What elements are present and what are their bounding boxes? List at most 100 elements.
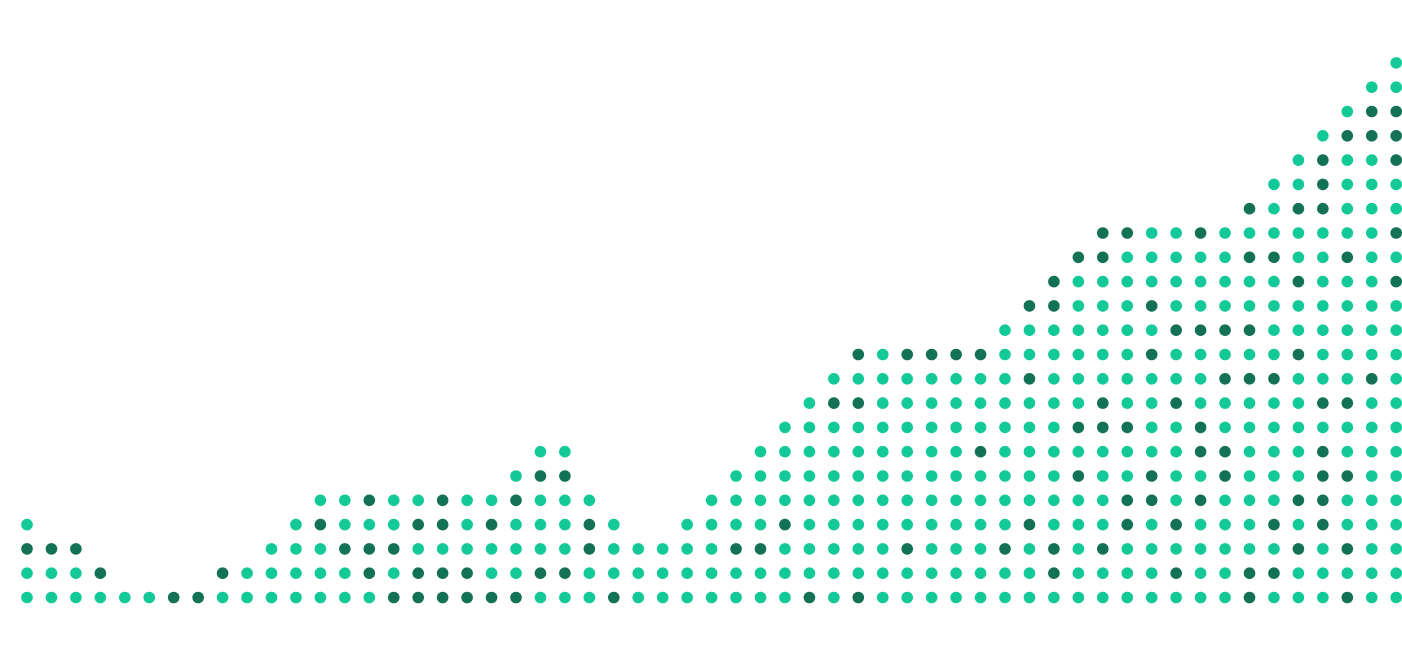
primary-dot	[779, 494, 791, 507]
primary-dot	[1170, 421, 1182, 434]
primary-dot	[1023, 494, 1036, 507]
primary-dot	[1390, 373, 1402, 385]
primary-dot	[290, 591, 302, 604]
primary-dot	[803, 518, 816, 531]
accent-dot	[412, 591, 425, 604]
primary-dot	[999, 324, 1011, 337]
primary-dot	[681, 591, 693, 604]
primary-dot	[925, 591, 938, 604]
primary-dot	[803, 543, 816, 555]
primary-dot	[1390, 81, 1402, 93]
primary-dot	[779, 421, 791, 434]
primary-dot	[1390, 470, 1402, 482]
primary-dot	[1292, 421, 1305, 434]
primary-dot	[876, 591, 889, 604]
primary-dot	[1341, 154, 1354, 166]
primary-dot	[1317, 324, 1329, 337]
primary-dot	[1365, 324, 1378, 337]
primary-dot	[925, 373, 938, 385]
primary-dot	[999, 445, 1011, 458]
primary-dot	[1268, 494, 1280, 507]
accent-dot	[1023, 300, 1036, 312]
accent-dot	[1341, 591, 1354, 604]
primary-dot	[1365, 300, 1378, 312]
primary-dot	[510, 543, 522, 555]
primary-dot	[925, 494, 938, 507]
primary-dot	[534, 543, 547, 555]
primary-dot	[1268, 275, 1280, 288]
primary-dot	[1390, 494, 1402, 507]
primary-dot	[559, 591, 571, 604]
primary-dot	[925, 543, 938, 555]
primary-dot	[974, 470, 987, 482]
primary-dot	[1121, 543, 1134, 555]
primary-dot	[290, 543, 302, 555]
accent-dot	[1219, 445, 1231, 458]
primary-dot	[485, 567, 498, 579]
primary-dot	[999, 494, 1011, 507]
accent-dot	[559, 470, 571, 482]
accent-dot	[1145, 300, 1158, 312]
primary-dot	[950, 518, 962, 531]
accent-dot	[387, 543, 400, 555]
accent-dot	[1170, 324, 1182, 337]
accent-dot	[1268, 373, 1280, 385]
accent-dot	[1268, 518, 1280, 531]
primary-dot	[1341, 202, 1354, 215]
primary-dot	[876, 397, 889, 409]
primary-dot	[1048, 324, 1060, 337]
primary-dot	[1341, 105, 1354, 118]
primary-dot	[1317, 300, 1329, 312]
accent-dot	[436, 591, 449, 604]
accent-dot	[852, 348, 865, 361]
primary-dot	[1145, 251, 1158, 264]
accent-dot	[94, 567, 107, 579]
accent-dot	[1194, 324, 1207, 337]
primary-dot	[632, 591, 645, 604]
primary-dot	[1390, 251, 1402, 264]
primary-dot	[681, 518, 693, 531]
primary-dot	[1390, 518, 1402, 531]
accent-dot	[1219, 470, 1231, 482]
primary-dot	[1170, 445, 1182, 458]
primary-dot	[1390, 300, 1402, 312]
primary-dot	[925, 567, 938, 579]
primary-dot	[1390, 397, 1402, 409]
primary-dot	[974, 543, 987, 555]
primary-dot	[1121, 373, 1134, 385]
accent-dot	[852, 591, 865, 604]
primary-dot	[999, 397, 1011, 409]
primary-dot	[1121, 397, 1134, 409]
accent-dot	[1390, 227, 1402, 239]
primary-dot	[1097, 324, 1109, 337]
primary-dot	[1365, 348, 1378, 361]
accent-dot	[1317, 470, 1329, 482]
primary-dot	[1292, 154, 1305, 166]
primary-dot	[1390, 202, 1402, 215]
primary-dot	[1219, 591, 1231, 604]
primary-dot	[241, 567, 253, 579]
primary-dot	[1145, 518, 1158, 531]
accent-dot	[1268, 567, 1280, 579]
primary-dot	[583, 494, 596, 507]
primary-dot	[583, 591, 596, 604]
primary-dot	[241, 591, 253, 604]
primary-dot	[1292, 324, 1305, 337]
primary-dot	[1194, 518, 1207, 531]
primary-dot	[1170, 300, 1182, 312]
primary-dot	[559, 518, 571, 531]
primary-dot	[999, 470, 1011, 482]
accent-dot	[1048, 567, 1060, 579]
primary-dot	[1121, 348, 1134, 361]
primary-dot	[1219, 275, 1231, 288]
primary-dot	[730, 518, 742, 531]
primary-dot	[876, 421, 889, 434]
primary-dot	[1268, 202, 1280, 215]
primary-dot	[828, 470, 840, 482]
primary-dot	[1268, 470, 1280, 482]
accent-dot	[1145, 470, 1158, 482]
accent-dot	[583, 518, 596, 531]
accent-dot	[1072, 421, 1085, 434]
primary-dot	[1145, 275, 1158, 288]
primary-dot	[45, 567, 58, 579]
